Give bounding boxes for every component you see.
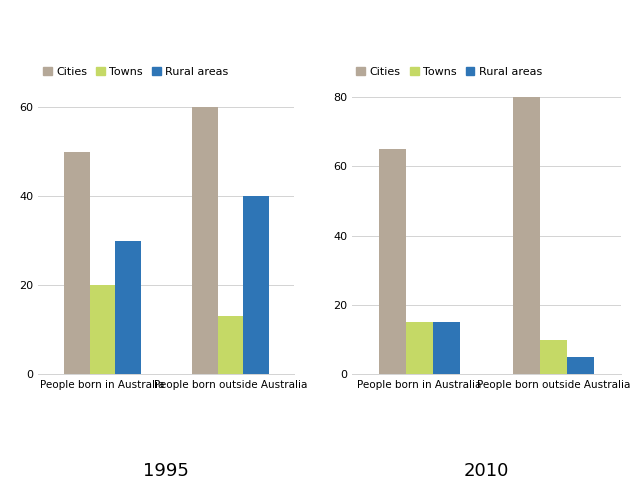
Bar bbox=[115, 240, 141, 374]
Bar bbox=[433, 323, 460, 374]
Text: 2010: 2010 bbox=[464, 462, 509, 480]
Text: 1995: 1995 bbox=[143, 462, 189, 480]
Bar bbox=[64, 152, 90, 374]
Bar bbox=[567, 357, 594, 374]
Legend: Cities, Towns, Rural areas: Cities, Towns, Rural areas bbox=[38, 62, 233, 81]
Bar bbox=[513, 97, 540, 374]
Bar bbox=[243, 196, 269, 374]
Bar bbox=[218, 316, 243, 374]
Bar bbox=[192, 107, 218, 374]
Bar bbox=[540, 340, 567, 374]
Bar bbox=[406, 323, 433, 374]
Bar bbox=[90, 285, 115, 374]
Legend: Cities, Towns, Rural areas: Cities, Towns, Rural areas bbox=[352, 62, 547, 81]
Bar bbox=[379, 149, 406, 374]
